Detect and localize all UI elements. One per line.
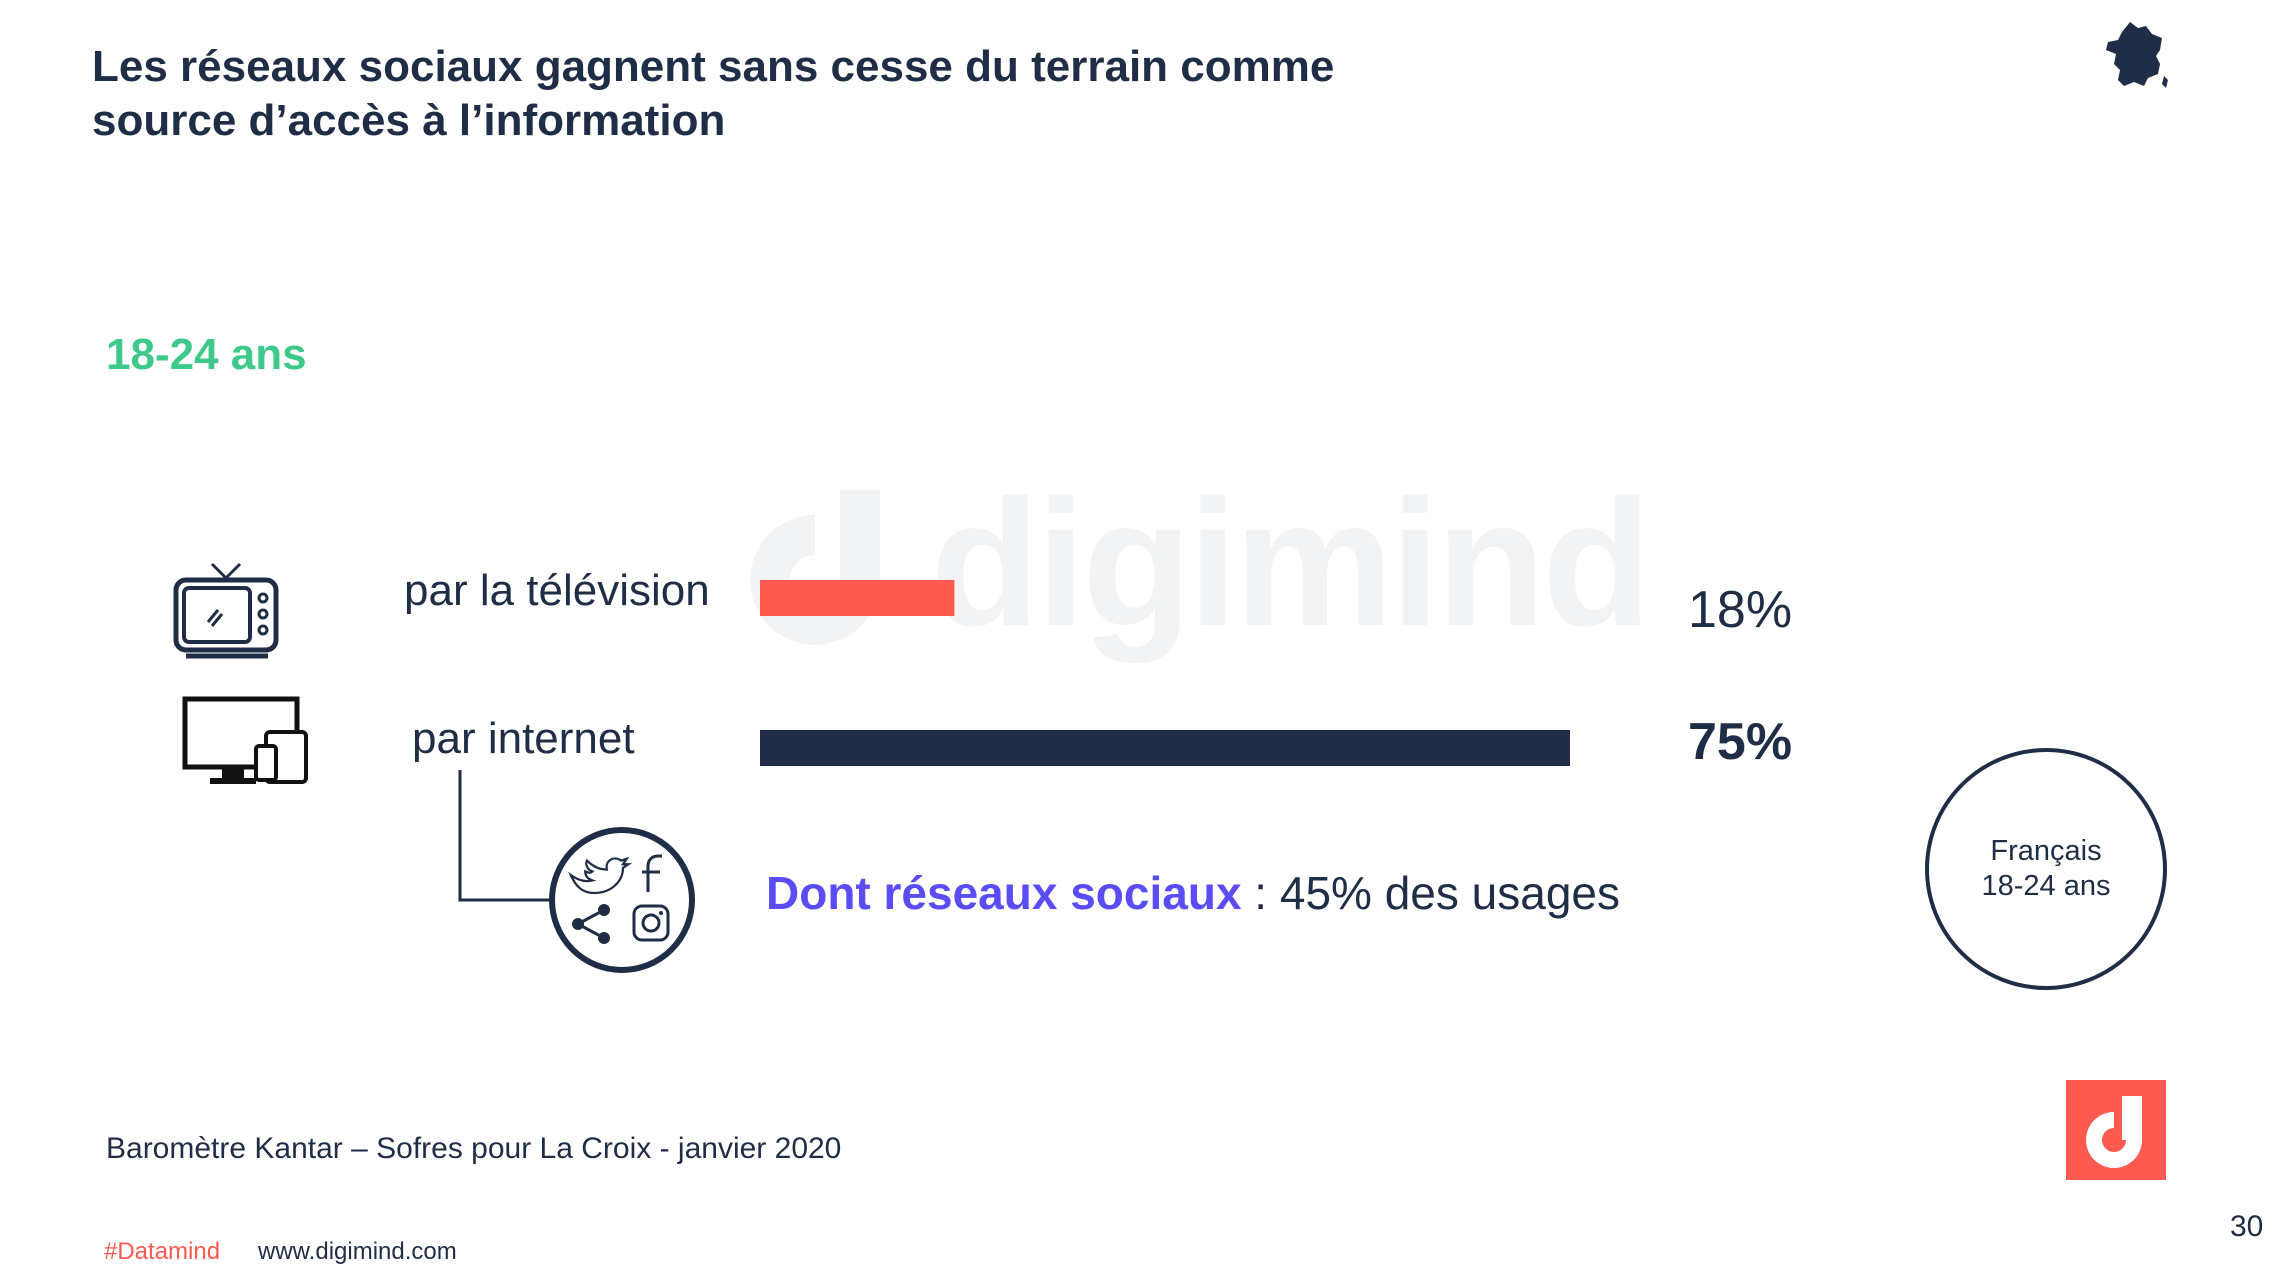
bar-chart: [760, 580, 1570, 766]
social-annotation: Dont réseaux sociaux : 45% des usages: [766, 866, 1620, 920]
category-label-tv: par la télévision: [404, 566, 710, 615]
watermark-text: digimind: [930, 463, 1652, 664]
source-text: Baromètre Kantar – Sofres pour La Croix …: [106, 1132, 842, 1165]
digimind-logo-icon: [2066, 1080, 2166, 1180]
connector-line: [458, 770, 552, 902]
age-group-label: 18-24 ans: [106, 330, 307, 379]
devices-icon: [182, 696, 308, 784]
audience-line-2: 18-24 ans: [1981, 870, 2111, 902]
audience-line-1: Français: [1990, 835, 2102, 867]
social-annotation-rest: : 45% des usages: [1241, 867, 1620, 919]
footer-hashtag: #Datamind: [104, 1238, 221, 1265]
category-label-internet: par internet: [412, 714, 635, 763]
value-label-tv: 18%: [1688, 581, 1793, 639]
social-annotation-strong: Dont réseaux sociaux: [766, 867, 1242, 919]
value-label-internet: 75%: [1688, 713, 1793, 771]
page-title: Les réseaux sociaux gagnent sans cesse d…: [92, 40, 1692, 148]
title-line-2: source d’accès à l’information: [92, 96, 726, 145]
bar-internet: [760, 730, 1570, 766]
audience-bubble: Français 18-24 ans: [1925, 748, 2167, 990]
france-map-icon: [2106, 22, 2168, 88]
title-line-1: Les réseaux sociaux gagnent sans cesse d…: [92, 42, 1335, 91]
page-number: 30: [2230, 1210, 2264, 1243]
social-networks-icon: [549, 827, 695, 973]
footer-url[interactable]: www.digimind.com: [258, 1238, 457, 1265]
television-icon: [173, 562, 279, 659]
bar-tv: [760, 580, 955, 616]
